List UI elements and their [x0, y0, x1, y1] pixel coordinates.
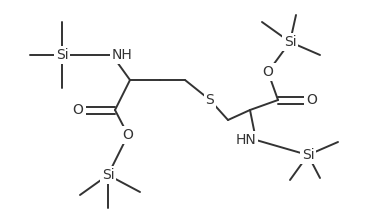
Text: O: O: [123, 128, 134, 142]
Text: O: O: [72, 103, 83, 117]
Text: Si: Si: [284, 35, 296, 49]
Text: Si: Si: [56, 48, 68, 62]
Text: Si: Si: [102, 168, 114, 182]
Text: HN: HN: [235, 133, 256, 147]
Text: O: O: [262, 65, 273, 79]
Text: S: S: [206, 93, 214, 107]
Text: NH: NH: [112, 48, 133, 62]
Text: O: O: [307, 93, 317, 107]
Text: Si: Si: [302, 148, 314, 162]
